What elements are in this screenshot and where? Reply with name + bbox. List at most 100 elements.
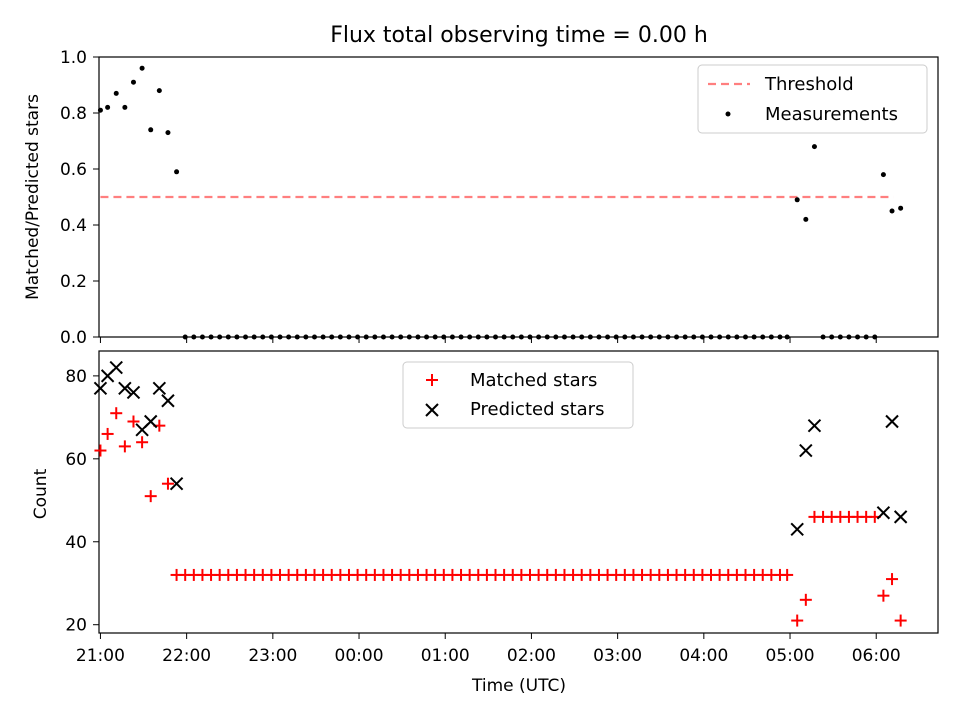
measurement-point <box>234 334 240 340</box>
measurement-point <box>346 334 352 340</box>
measurement-point <box>725 334 731 340</box>
measurement-point <box>561 334 567 340</box>
measurement-point <box>717 334 723 340</box>
measurement-point <box>501 334 507 340</box>
measurement-point <box>449 334 455 340</box>
predicted-star-point <box>144 414 158 429</box>
x-tick-label: 00:00 <box>335 646 384 666</box>
bottom-y-tick-label: 60 <box>65 450 87 470</box>
measurement-point <box>784 334 790 340</box>
top-y-tick-label: 0.2 <box>60 272 87 292</box>
measurement-point <box>742 334 748 340</box>
predicted-star-point <box>93 381 108 396</box>
measurement-point <box>268 334 274 340</box>
measurement-point <box>337 334 343 340</box>
matched-star-point <box>144 490 157 503</box>
measurement-point <box>122 104 128 110</box>
measurement-point <box>398 334 404 340</box>
x-tick-label: 01:00 <box>421 646 470 666</box>
measurement-point <box>777 334 783 340</box>
measurement-point <box>199 334 205 340</box>
measurement-point <box>579 334 585 340</box>
predicted-star-point <box>799 443 813 458</box>
measurement-point <box>389 334 395 340</box>
predicted-star-point <box>152 381 167 396</box>
measurement-point <box>251 334 257 340</box>
predicted-star-point <box>118 381 132 396</box>
x-tick-label: 05:00 <box>766 646 815 666</box>
matched-star-point <box>799 593 812 606</box>
measurement-point <box>682 334 688 340</box>
x-tick-label: 06:00 <box>852 646 901 666</box>
top-legend: Threshold Measurements <box>697 64 928 134</box>
measurement-point <box>829 334 835 340</box>
top-y-tick-label: 0.4 <box>60 216 87 236</box>
top-panel: 0.0 0.2 0.4 0.6 0.8 1.0 <box>60 48 939 348</box>
measurement-point <box>372 334 378 340</box>
measurement-point <box>174 169 180 175</box>
measurement-point <box>751 334 757 340</box>
predicted-star-point <box>893 510 908 524</box>
x-tick-label: 02:00 <box>507 646 556 666</box>
predicted-star-point <box>876 506 891 520</box>
matched-star-point <box>161 477 174 490</box>
measurement-point <box>760 334 766 340</box>
measurement-point <box>708 334 714 340</box>
predicted-star-point <box>169 476 184 491</box>
measurement-point <box>699 334 705 340</box>
measurement-point <box>820 334 826 340</box>
measurement-point <box>475 334 481 340</box>
measurement-point <box>811 144 817 150</box>
predicted-star-point <box>885 414 899 429</box>
measurement-point <box>286 334 292 340</box>
measurement-point <box>191 334 197 340</box>
measurement-point <box>656 334 662 340</box>
predicted-star-point <box>126 385 141 400</box>
measurement-point <box>182 334 188 340</box>
x-tick-label: 21:00 <box>76 646 125 666</box>
predicted-star-point <box>109 360 123 375</box>
matched-stars-legend-marker <box>426 374 438 386</box>
measurement-point <box>363 334 369 340</box>
chart-title: Flux total observing time = 0.00 h <box>330 23 708 48</box>
bottom-panel: 20 40 60 80 21:00 22:00 23:00 00:00 01:00 02:00 03… <box>65 350 939 666</box>
matched-star-point <box>136 436 149 449</box>
measurement-point <box>441 334 447 340</box>
matched-star-point <box>894 614 907 627</box>
measurement-point <box>536 334 542 340</box>
predicted-star-point <box>807 418 822 433</box>
predicted-star-point <box>790 522 804 537</box>
measurement-point <box>148 127 154 133</box>
measurement-point <box>165 130 171 136</box>
matched-star-point <box>94 444 107 457</box>
measurement-point <box>113 90 119 96</box>
measurement-point <box>630 334 636 340</box>
top-y-tick-label: 0.6 <box>60 160 87 180</box>
top-legend-frame <box>697 64 928 134</box>
measurement-point <box>225 334 231 340</box>
bottom-y-tick-label: 80 <box>65 367 87 387</box>
measurement-point <box>139 65 145 71</box>
top-y-tick-label: 0.0 <box>60 328 87 348</box>
measurement-point <box>648 334 654 340</box>
measurement-point <box>484 334 490 340</box>
measurement-point <box>320 334 326 340</box>
measurement-point <box>294 334 300 340</box>
measurement-point <box>105 104 111 110</box>
measurement-point <box>553 334 559 340</box>
x-tick-label: 03:00 <box>593 646 642 666</box>
matched-star-point <box>886 573 899 586</box>
matched-star-point <box>877 589 890 602</box>
predicted-star-point <box>161 394 175 408</box>
measurement-point <box>467 334 473 340</box>
measurement-point <box>846 334 852 340</box>
matched-star-point <box>110 407 123 420</box>
bottom-y-tick-label: 40 <box>65 533 87 553</box>
measurement-point <box>243 334 249 340</box>
measurement-point <box>794 197 800 203</box>
predicted-stars-legend-label: Predicted stars <box>470 399 604 420</box>
measurement-point <box>889 208 895 214</box>
matched-stars-legend-label: Matched stars <box>470 370 597 391</box>
matched-star-point <box>101 427 114 440</box>
